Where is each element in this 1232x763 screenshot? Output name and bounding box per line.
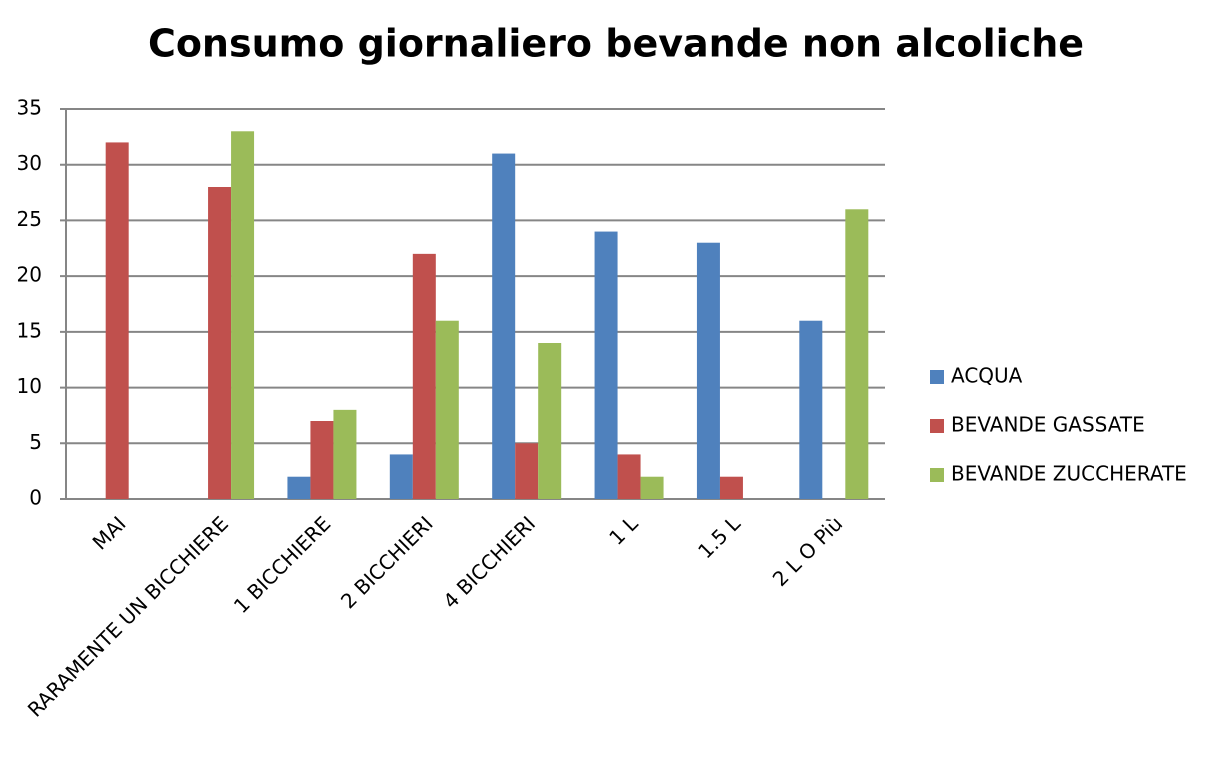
bar [515, 443, 539, 499]
bar [617, 454, 641, 499]
y-tick-label: 10 [17, 374, 42, 398]
legend-label: ACQUA [951, 364, 1023, 388]
bar [287, 476, 311, 499]
bar [412, 253, 436, 499]
y-tick-label: 5 [29, 430, 42, 454]
legend-swatch [930, 468, 944, 482]
bar [594, 231, 618, 500]
y-tick-label: 0 [29, 486, 42, 510]
bar [719, 476, 743, 499]
x-tick-label: 1.5 L [693, 511, 745, 563]
x-tick-label: MAI [88, 511, 131, 554]
bar [696, 242, 720, 499]
y-tick-label: 20 [17, 263, 42, 287]
legend-label: BEVANDE ZUCCHERATE [951, 462, 1187, 486]
y-tick-label: 15 [17, 318, 42, 342]
y-tick-label: 35 [17, 96, 42, 120]
x-tick-label: 1 L [604, 511, 643, 550]
bar [208, 187, 232, 499]
legend-label: BEVANDE GASSATE [951, 413, 1145, 437]
bar [310, 421, 334, 499]
bar [231, 131, 255, 500]
y-tick-label: 25 [17, 207, 42, 231]
legend-swatch [930, 370, 944, 384]
x-tick-label: 2 L O Più [768, 511, 848, 591]
bar [492, 153, 516, 500]
bar [845, 209, 869, 500]
x-tick-label: 4 BICCHIERI [438, 511, 540, 613]
y-tick-label: 30 [17, 151, 42, 175]
bar [333, 409, 357, 499]
bar [435, 320, 459, 499]
bar [799, 320, 823, 499]
bar [389, 454, 413, 499]
legend-swatch [930, 419, 944, 433]
x-tick-label: 1 BICCHIERE [229, 511, 336, 618]
x-tick-label: RARAMENTE UN BICCHIERE [23, 511, 233, 721]
bar [640, 476, 664, 499]
bar [105, 142, 129, 499]
chart-title: Consumo giornaliero bevande non alcolich… [148, 22, 1084, 66]
bar [538, 343, 562, 499]
x-tick-label: 2 BICCHIERI [336, 511, 438, 613]
